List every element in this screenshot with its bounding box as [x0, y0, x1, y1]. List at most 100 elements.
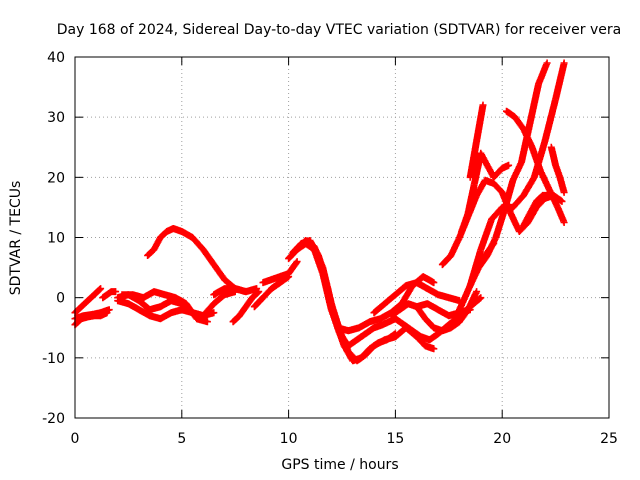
data-point — [353, 351, 369, 365]
data-point — [554, 203, 567, 225]
data-point — [507, 209, 523, 234]
data-point — [423, 300, 441, 313]
data-point — [268, 279, 283, 293]
x-tick-label: 25 — [600, 431, 618, 447]
data-point — [285, 259, 300, 278]
data-point — [135, 297, 153, 313]
data-point — [466, 265, 482, 290]
series-track-24 — [466, 101, 487, 181]
data-point — [426, 330, 441, 344]
series-track-4 — [99, 288, 120, 302]
y-axis-label: SDTVAR / TECUs — [8, 181, 24, 296]
y-tick-label: 0 — [56, 291, 65, 307]
data-point — [362, 343, 377, 359]
data-point — [178, 228, 196, 241]
data-point — [479, 101, 487, 109]
series-track-17 — [370, 279, 463, 317]
data-point — [560, 188, 568, 196]
series-track-29 — [520, 191, 553, 229]
data-point — [503, 107, 518, 121]
data-point — [112, 288, 120, 296]
data-point — [558, 197, 566, 205]
data-point — [560, 59, 568, 67]
x-axis-label: GPS time / hours — [281, 457, 398, 473]
data-point — [535, 61, 550, 88]
data-point — [182, 300, 200, 322]
data-point — [481, 247, 492, 259]
data-point — [526, 82, 542, 127]
data-point — [250, 295, 266, 311]
series-track-30 — [547, 143, 568, 196]
data-point — [520, 175, 537, 199]
data-point — [210, 285, 228, 299]
data-point — [302, 237, 317, 250]
data-point — [413, 333, 428, 349]
data-point — [485, 241, 497, 253]
data-point — [259, 286, 275, 302]
data-point — [477, 217, 495, 253]
data-point — [423, 285, 441, 298]
data-point — [520, 125, 535, 150]
data-point — [543, 59, 551, 67]
data-point — [556, 173, 568, 195]
data-point — [419, 273, 437, 286]
data-point — [490, 179, 505, 195]
data-point — [458, 211, 471, 235]
data-point — [199, 246, 217, 267]
data-point — [509, 192, 527, 211]
data-point — [124, 300, 142, 313]
data-point — [319, 264, 335, 306]
data-point — [447, 318, 463, 332]
series-track-11 — [250, 273, 293, 311]
data-point — [293, 258, 301, 266]
series-track-23 — [458, 149, 513, 235]
x-tick-label: 15 — [386, 431, 404, 447]
data-point — [500, 178, 516, 214]
data-point — [547, 143, 559, 168]
data-point — [355, 318, 373, 332]
data-point — [97, 285, 105, 293]
data-point — [526, 199, 540, 217]
data-point — [353, 330, 369, 344]
data-point — [560, 219, 568, 226]
data-point — [255, 288, 263, 296]
data-point — [210, 309, 218, 317]
y-tick-label: 30 — [47, 110, 65, 126]
y-tick-label: -10 — [42, 351, 65, 367]
data-point — [362, 324, 377, 338]
data-point — [203, 318, 211, 326]
data-point — [381, 291, 399, 308]
data-point — [475, 103, 487, 133]
data-point — [541, 97, 559, 145]
data-marks — [71, 59, 568, 365]
data-point — [447, 235, 463, 259]
data-point — [135, 306, 153, 319]
data-point — [430, 345, 438, 353]
data-point — [545, 191, 553, 199]
axis-ticks: 0 5 10 15 20 25 -20 -10 0 10 20 30 40 — [42, 50, 618, 447]
data-point — [189, 234, 206, 253]
series-track-9 — [210, 285, 261, 299]
y-tick-label: 40 — [47, 50, 65, 66]
data-point — [398, 283, 416, 308]
data-point — [537, 167, 552, 192]
data-point — [387, 306, 403, 320]
data-point — [466, 306, 474, 314]
grid-lines — [75, 57, 609, 418]
data-point — [456, 283, 473, 314]
data-point — [473, 288, 481, 296]
data-point — [156, 309, 174, 323]
data-point — [421, 315, 437, 331]
data-point — [370, 300, 388, 317]
data-point — [413, 279, 431, 292]
data-point — [477, 294, 485, 302]
y-tick-label: 10 — [47, 231, 65, 247]
series-track-10 — [229, 288, 263, 326]
data-point — [438, 252, 454, 269]
data-point — [434, 321, 452, 338]
series-track-1 — [71, 285, 105, 317]
series-track-21 — [413, 300, 474, 320]
data-point — [430, 279, 438, 287]
x-tick-label: 5 — [177, 431, 186, 447]
